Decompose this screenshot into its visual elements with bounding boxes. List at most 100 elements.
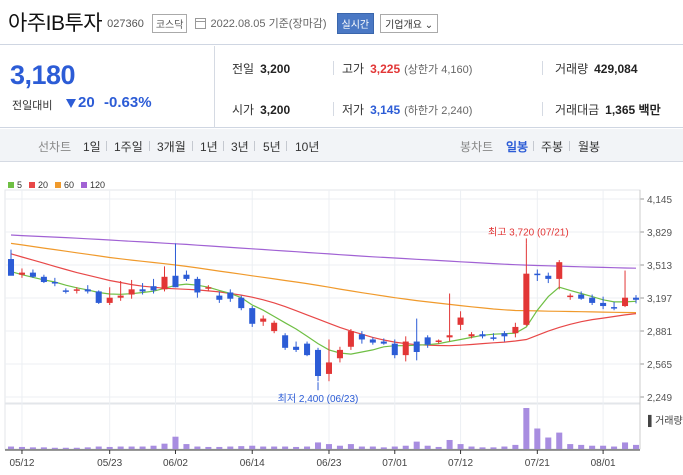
volume-bar	[622, 442, 629, 449]
volume-bar	[567, 444, 574, 449]
volume-bar	[336, 445, 343, 449]
stat-label: 거래량	[555, 62, 589, 76]
volume-bar	[589, 445, 596, 449]
volume-bar	[402, 445, 409, 449]
x-tick-label: 06/02	[163, 458, 188, 469]
y-tick-label: 2,565	[647, 360, 672, 371]
tab-5y[interactable]: 5년	[263, 140, 281, 154]
legend-label: 60	[64, 180, 75, 190]
candle-body	[216, 295, 223, 300]
realtime-button[interactable]: 실시간	[336, 12, 375, 34]
candle-body	[578, 294, 585, 299]
tab-divider	[106, 141, 107, 151]
candle-body	[501, 333, 508, 337]
y-tick-label: 3,197	[647, 294, 672, 305]
candle-body	[468, 334, 475, 337]
candle-body	[413, 341, 420, 352]
candle-body	[380, 341, 387, 344]
volume-bar	[40, 447, 47, 449]
x-tick-label: 06/23	[316, 458, 341, 469]
candle-body	[282, 335, 289, 348]
candle-body	[172, 275, 179, 288]
stat-label: 저가	[342, 103, 365, 117]
ma20-line	[10, 253, 637, 347]
volume-bar	[380, 447, 387, 449]
candle-body	[29, 272, 36, 277]
candle-body	[293, 346, 300, 350]
volume-bar	[161, 443, 168, 449]
volume-bar	[347, 444, 354, 449]
volume-bar	[106, 446, 113, 449]
company-overview-button[interactable]: 기업개요 ⌄	[380, 13, 439, 33]
max-annotation: 최고 3,720 (07/21)	[488, 226, 569, 238]
volume-bar	[271, 446, 278, 449]
volume-bar	[73, 447, 80, 449]
tab-10y[interactable]: 10년	[295, 140, 320, 154]
calendar-icon	[195, 17, 207, 29]
candle-body	[183, 274, 190, 279]
tab-monthly[interactable]: 월봉	[578, 140, 601, 154]
candle-body	[128, 289, 135, 295]
candle-body	[315, 349, 322, 377]
current-price-box: 3,180 전일대비 20 -0.63%	[0, 46, 215, 128]
tab-3m[interactable]: 3개월	[157, 140, 186, 154]
candle-body	[73, 289, 80, 291]
candle-body	[446, 335, 453, 338]
divider	[333, 102, 334, 116]
ma5-line	[10, 271, 637, 355]
tab-divider	[533, 141, 534, 151]
candle-body	[556, 262, 563, 279]
volume-bar	[534, 428, 541, 449]
x-tick-label: 07/12	[448, 458, 473, 469]
stat-value: 3,200	[260, 103, 291, 117]
divider	[542, 102, 543, 116]
tab-1y[interactable]: 1년	[200, 140, 218, 154]
volume-bar	[51, 447, 58, 449]
y-tick-label: 2,881	[647, 327, 672, 338]
x-tick-label: 08/01	[591, 458, 616, 469]
volume-axis-label: ▌거래량	[648, 414, 683, 428]
volume-bar	[62, 447, 69, 449]
candle-body	[117, 295, 124, 298]
candle-body	[304, 343, 311, 356]
stat-sub: (하한가 2,240)	[404, 105, 473, 117]
volume-bar	[7, 446, 15, 449]
legend-label: 5	[17, 180, 23, 190]
stat-value: 3,145	[370, 103, 401, 117]
legend-item-ma120: 120	[81, 180, 105, 190]
candle-body	[589, 297, 596, 303]
candle-body	[62, 290, 69, 292]
volume-bar	[413, 441, 420, 449]
stat-high: 고가 3,225 (상한가 4,160)	[342, 60, 472, 77]
volume-bar	[545, 437, 552, 449]
down-arrow-icon	[66, 99, 76, 108]
tab-daily[interactable]: 일봉	[506, 140, 529, 154]
volume-bar	[479, 447, 486, 449]
stat-prev-close: 전일 3,200	[232, 60, 290, 77]
legend-swatch	[8, 182, 14, 188]
legend-label: 20	[38, 180, 49, 190]
candle-body	[369, 339, 376, 343]
tab-weekly[interactable]: 주봉	[541, 140, 564, 154]
candle-body	[336, 349, 343, 359]
tab-1d[interactable]: 1일	[83, 140, 101, 154]
candle-body	[84, 289, 91, 292]
candle-body	[95, 291, 102, 303]
price-summary: 3,180 전일대비 20 -0.63% 전일 3,200 고가 3,225 (상한가…	[0, 46, 683, 128]
tab-1w[interactable]: 1주일	[114, 140, 143, 154]
tab-3y[interactable]: 3년	[231, 140, 249, 154]
volume-bar	[95, 446, 102, 449]
legend-label: 120	[90, 180, 106, 190]
divider	[333, 61, 334, 75]
volume-bar	[29, 447, 36, 449]
x-tick-label: 07/01	[382, 458, 407, 469]
volume-bar	[490, 447, 497, 449]
stat-label: 거래대금	[555, 103, 600, 117]
volume-bar	[457, 444, 464, 449]
stat-value: 1,365 백만	[605, 103, 661, 117]
volume-bar	[611, 446, 618, 449]
volume-bar	[391, 446, 398, 449]
stat-value: 3,200	[260, 62, 291, 76]
tab-divider	[192, 141, 193, 151]
volume-bar	[556, 432, 563, 449]
